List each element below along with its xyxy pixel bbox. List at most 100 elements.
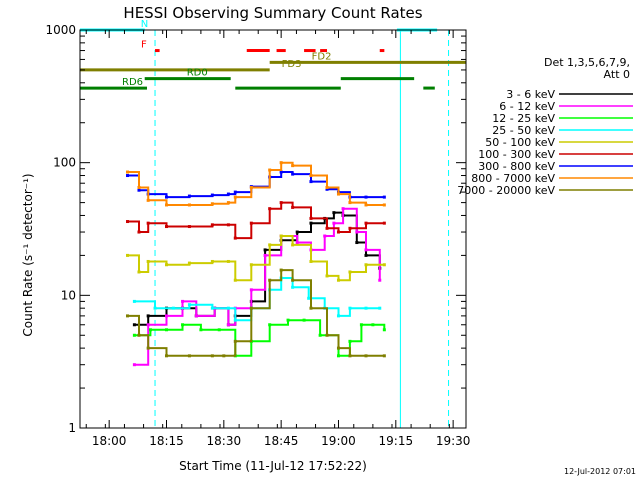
series-point bbox=[295, 230, 299, 234]
series-point bbox=[187, 303, 191, 307]
x-tick-label: 18:45 bbox=[264, 434, 299, 448]
series-point bbox=[325, 226, 329, 230]
vline-layer bbox=[154, 30, 450, 428]
series-point bbox=[268, 207, 272, 211]
series-point bbox=[382, 354, 386, 358]
series-point bbox=[268, 323, 272, 327]
series-point bbox=[348, 339, 352, 343]
series-point bbox=[309, 180, 313, 184]
x-tick-label: 19:00 bbox=[321, 434, 356, 448]
series-point bbox=[226, 259, 230, 263]
series-point bbox=[210, 193, 214, 197]
series-point bbox=[126, 220, 130, 224]
series-point bbox=[199, 328, 203, 332]
series-point bbox=[382, 195, 386, 199]
series-point bbox=[146, 346, 150, 350]
series-point bbox=[268, 278, 272, 282]
series-point bbox=[210, 306, 214, 310]
series-point bbox=[181, 323, 185, 327]
legend-label: 3 - 6 keV bbox=[506, 88, 555, 101]
series-point bbox=[268, 243, 272, 247]
series-point bbox=[336, 314, 340, 318]
series-point bbox=[226, 201, 230, 205]
series-point bbox=[341, 207, 345, 211]
series-point bbox=[146, 221, 150, 225]
legend-label: 7000 - 20000 keV bbox=[457, 184, 555, 197]
series-point bbox=[233, 236, 237, 240]
series-point bbox=[309, 216, 313, 220]
series-point bbox=[286, 318, 290, 322]
series-point bbox=[217, 328, 221, 332]
series-point bbox=[268, 168, 272, 172]
series-point bbox=[210, 202, 214, 206]
series-point bbox=[222, 354, 226, 358]
series-point bbox=[307, 296, 311, 300]
series-point bbox=[364, 203, 368, 207]
series-line bbox=[127, 269, 385, 357]
series-point bbox=[137, 188, 141, 192]
series-point bbox=[146, 323, 150, 327]
series-point bbox=[364, 221, 368, 225]
series-point bbox=[146, 314, 150, 318]
series-point bbox=[226, 223, 230, 227]
series-point bbox=[279, 161, 283, 165]
series-point bbox=[187, 203, 191, 207]
flag-label: RD6 bbox=[122, 77, 143, 88]
series-point bbox=[348, 201, 352, 205]
series-point bbox=[309, 306, 313, 310]
series-point bbox=[382, 263, 386, 267]
series-point bbox=[226, 306, 230, 310]
series-point bbox=[137, 185, 141, 189]
series-point bbox=[226, 323, 230, 327]
series-point bbox=[309, 259, 313, 263]
series-point bbox=[164, 263, 168, 267]
series-point bbox=[348, 354, 352, 358]
legend-label: 100 - 300 keV bbox=[478, 148, 555, 161]
x-tick-label: 19:30 bbox=[436, 434, 471, 448]
series-point bbox=[355, 241, 359, 245]
series-point bbox=[171, 306, 175, 310]
series-point bbox=[336, 230, 340, 234]
series-point bbox=[382, 221, 386, 225]
legend-label: 300 - 800 keV bbox=[478, 160, 555, 173]
series-point bbox=[233, 278, 237, 282]
series-point bbox=[291, 164, 295, 168]
series-point bbox=[382, 203, 386, 207]
series-point bbox=[164, 328, 168, 332]
series-point bbox=[226, 192, 230, 196]
series-point bbox=[187, 225, 191, 229]
flag-label: N bbox=[141, 19, 148, 30]
series-point bbox=[336, 354, 340, 358]
series-point bbox=[233, 190, 237, 194]
series-point bbox=[348, 270, 352, 274]
series-point bbox=[164, 203, 168, 207]
series-point bbox=[325, 187, 329, 191]
series-point bbox=[364, 354, 368, 358]
flag-label: FD2 bbox=[312, 51, 332, 62]
series-layer bbox=[126, 161, 386, 367]
series-point bbox=[291, 285, 295, 289]
series-point bbox=[137, 270, 141, 274]
series-point bbox=[210, 223, 214, 227]
legend-label: 25 - 50 keV bbox=[492, 124, 555, 137]
series-point bbox=[364, 306, 368, 310]
legend-label: 12 - 25 keV bbox=[492, 112, 555, 125]
series-point bbox=[279, 201, 283, 205]
series-point bbox=[132, 363, 136, 367]
series-point bbox=[371, 323, 375, 327]
series-point bbox=[187, 354, 191, 358]
series-point bbox=[126, 314, 130, 318]
series-point bbox=[137, 230, 141, 234]
series-point bbox=[164, 195, 168, 199]
series-point bbox=[233, 318, 237, 322]
x-tick-label: 18:30 bbox=[207, 434, 242, 448]
series-point bbox=[126, 170, 130, 174]
series-point bbox=[325, 333, 329, 337]
legend-label: 800 - 7000 keV bbox=[471, 172, 555, 185]
series-point bbox=[295, 241, 299, 245]
series-point bbox=[194, 314, 198, 318]
series-line bbox=[127, 161, 385, 206]
axis-layer: 18:00 18:15 18:30 18:45 19:00 19:15 19:30 1 10 10… bbox=[45, 23, 470, 448]
